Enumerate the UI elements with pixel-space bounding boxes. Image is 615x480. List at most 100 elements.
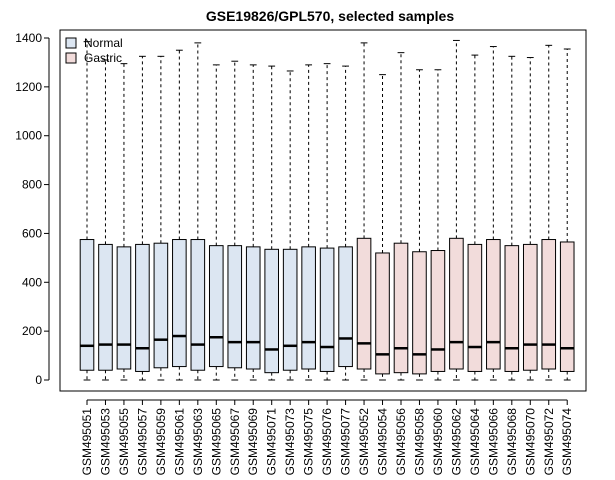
box-iqr: [559, 241, 575, 372]
legend-swatch-gastric: [65, 52, 77, 64]
x-tick-label: GSM495054: [376, 408, 390, 476]
box-iqr: [98, 243, 113, 371]
box-gsm495053: [98, 59, 113, 381]
x-tick-label: GSM495052: [357, 408, 371, 476]
box-gsm495063: [190, 42, 206, 381]
x-tick-label: GSM495072: [542, 408, 556, 476]
box-gsm495062: [449, 39, 464, 381]
box-gsm495059: [153, 55, 169, 381]
x-tick-label: GSM495071: [265, 408, 279, 476]
box-iqr: [319, 247, 335, 372]
box-iqr: [208, 245, 224, 368]
box-gsm495055: [116, 63, 132, 381]
box-iqr: [79, 239, 95, 371]
box-gsm495076: [319, 63, 335, 381]
y-tick-label: 800: [22, 178, 42, 192]
legend-swatch-normal: [65, 37, 77, 49]
box-iqr: [412, 251, 427, 375]
box-iqr: [116, 246, 132, 370]
box-gsm495066: [486, 46, 501, 381]
plot-frame: [59, 29, 587, 392]
y-tick-label: 1200: [15, 80, 42, 94]
x-tick-label: GSM495059: [154, 408, 168, 476]
box-gsm495065: [208, 64, 224, 381]
box-gsm495054: [375, 74, 390, 381]
x-tick-label: GSM495053: [98, 408, 112, 476]
x-tick-label: GSM495067: [228, 408, 242, 476]
box-iqr: [375, 252, 390, 375]
x-tick-label: GSM495060: [431, 408, 445, 476]
box-iqr: [172, 239, 187, 368]
box-iqr: [356, 237, 372, 370]
box-iqr: [153, 242, 169, 369]
box-gsm495074: [559, 48, 575, 381]
box-gsm495068: [504, 55, 520, 381]
x-tick-label: GSM495064: [468, 408, 482, 476]
legend-label-gastric: Gastric: [84, 51, 122, 65]
box-gsm495057: [135, 55, 150, 381]
x-tick-label: GSM495068: [505, 408, 519, 476]
x-axis: GSM495051 GSM495053 GSM495055 GSM495057 GSM4…: [80, 399, 574, 476]
box-gsm495075: [301, 64, 316, 381]
box-iqr: [301, 246, 316, 370]
box-gsm495058: [412, 69, 427, 381]
x-tick-label: GSM495074: [560, 408, 574, 476]
box-iqr: [449, 237, 464, 370]
box-gsm495071: [264, 65, 279, 381]
x-tick-label: GSM495066: [486, 408, 500, 476]
y-tick-label: 1400: [15, 31, 42, 45]
box-gsm495073: [282, 70, 298, 381]
box-iqr: [522, 243, 538, 371]
box-gsm495052: [356, 42, 372, 381]
box-iqr: [430, 250, 446, 372]
box-gsm495051: [79, 41, 95, 381]
x-tick-label: GSM495075: [302, 408, 316, 476]
x-tick-label: GSM495077: [339, 408, 353, 476]
box-gsm495064: [467, 54, 483, 381]
y-axis: 0 200 400 600 800 1000 1200 1400: [15, 31, 50, 387]
box-iqr: [338, 246, 353, 368]
box-iqr: [393, 242, 409, 374]
y-tick-label: 0: [35, 373, 42, 387]
box-iqr: [467, 243, 483, 372]
x-tick-label: GSM495057: [135, 408, 149, 476]
x-tick-label: GSM495061: [172, 408, 186, 476]
box-iqr: [190, 239, 206, 371]
x-tick-label: GSM495055: [117, 408, 131, 476]
box-gsm495061: [172, 49, 187, 381]
x-tick-label: GSM495051: [80, 408, 94, 476]
y-tick-label: 1000: [15, 129, 42, 143]
box-iqr: [245, 246, 261, 370]
x-tick-label: GSM495056: [394, 408, 408, 476]
x-tick-label: GSM495070: [523, 408, 537, 476]
box-gsm495067: [227, 60, 243, 381]
y-tick-label: 400: [22, 275, 42, 289]
chart-title: GSE19826/GPL570, selected samples: [206, 8, 454, 24]
box-iqr: [486, 239, 501, 370]
box-iqr: [227, 245, 243, 369]
box-iqr: [541, 239, 557, 370]
x-tick-label: GSM495065: [209, 408, 223, 476]
x-tick-label: GSM495076: [320, 408, 334, 476]
x-tick-label: GSM495063: [191, 408, 205, 476]
legend-label-normal: Normal: [84, 36, 123, 50]
x-tick-label: GSM495073: [283, 408, 297, 476]
box-gsm495069: [245, 64, 261, 381]
box-gsm495060: [430, 69, 446, 381]
y-tick-label: 200: [22, 324, 42, 338]
box-iqr: [135, 243, 150, 372]
x-tick-label: GSM495062: [449, 408, 463, 476]
y-tick-label: 600: [22, 226, 42, 240]
box-gsm495056: [393, 52, 409, 381]
box-gsm495070: [522, 57, 538, 381]
box-iqr: [264, 248, 279, 374]
box-iqr: [282, 248, 298, 371]
box-gsm495072: [541, 44, 557, 381]
x-tick-label: GSM495069: [246, 408, 260, 476]
box-gsm495077: [338, 65, 353, 381]
box-series: [79, 39, 575, 381]
box-iqr: [504, 245, 520, 372]
x-tick-label: GSM495058: [412, 408, 426, 476]
